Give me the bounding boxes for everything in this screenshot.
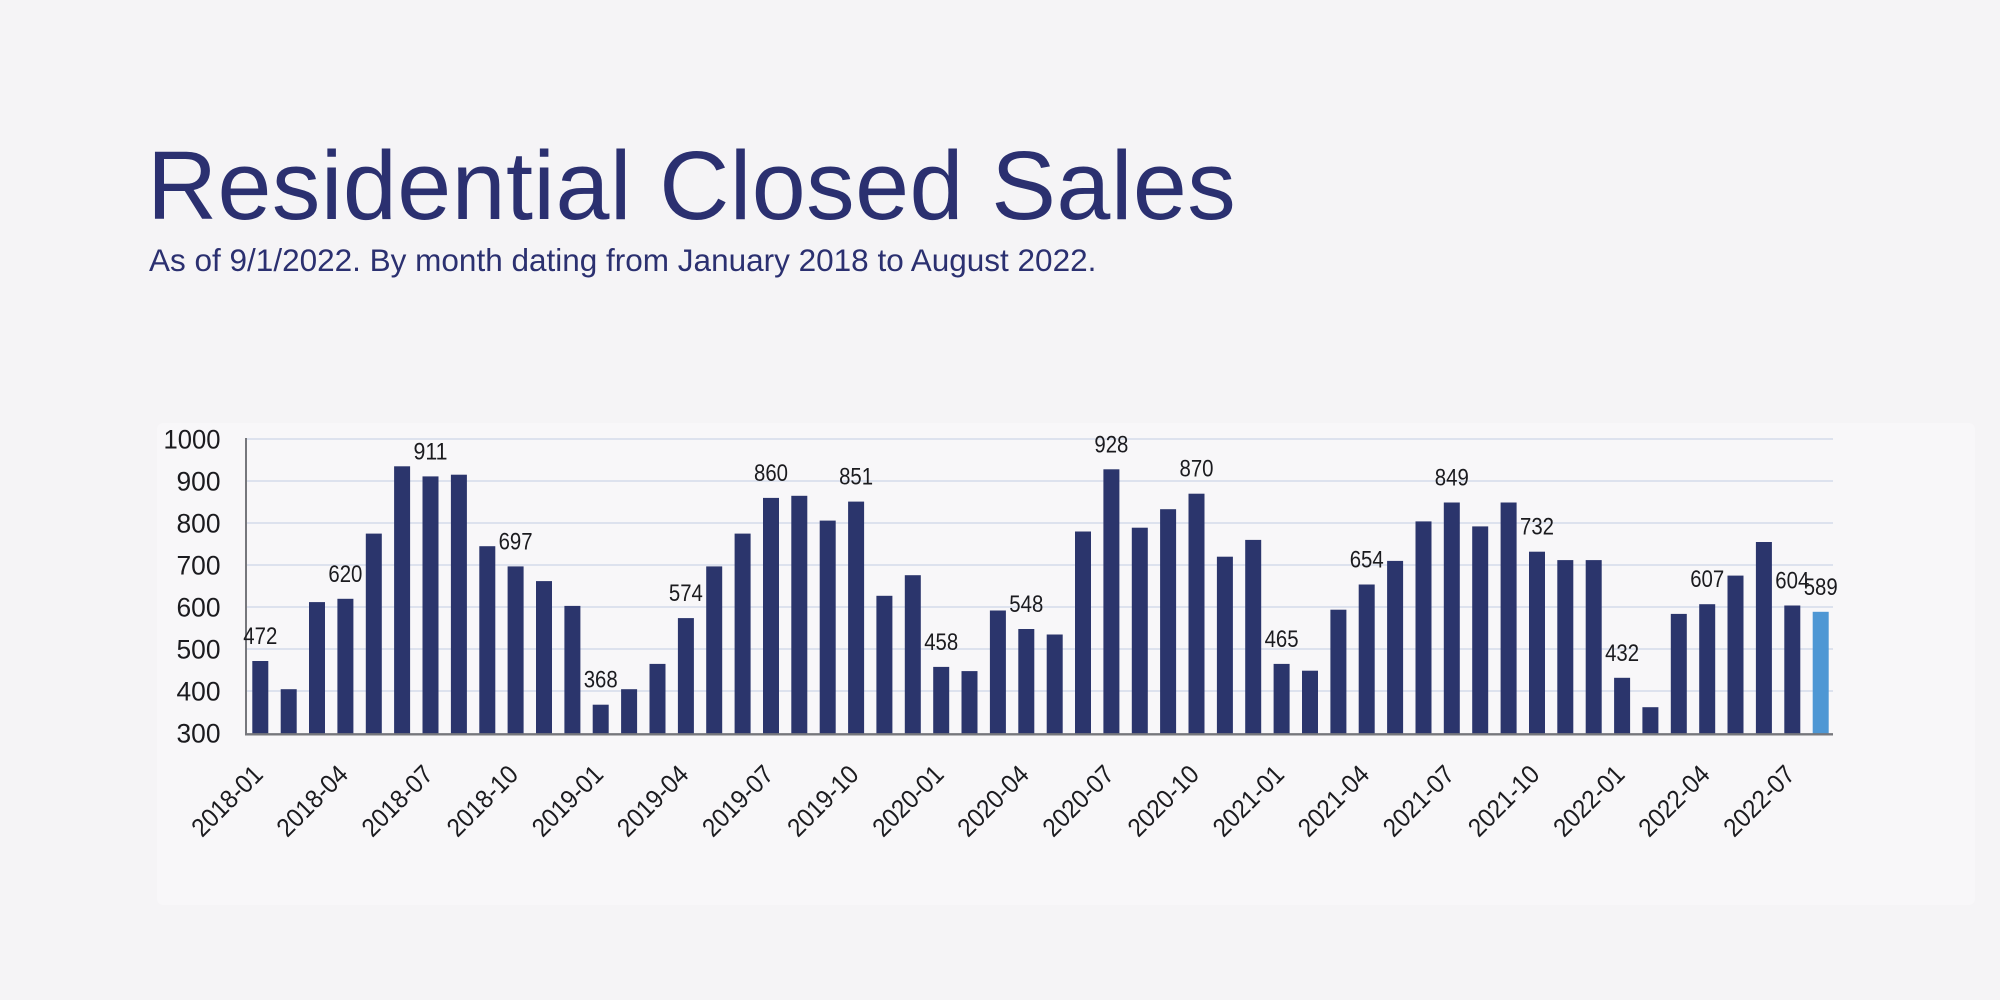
svg-text:928: 928 <box>1094 431 1128 458</box>
svg-text:911: 911 <box>414 438 448 465</box>
svg-text:870: 870 <box>1180 456 1214 483</box>
svg-text:604: 604 <box>1775 568 1809 595</box>
svg-text:458: 458 <box>924 629 958 656</box>
svg-text:465: 465 <box>1265 626 1299 653</box>
svg-text:620: 620 <box>328 561 362 588</box>
svg-text:600: 600 <box>177 593 221 623</box>
svg-text:732: 732 <box>1520 514 1554 541</box>
svg-text:900: 900 <box>177 467 221 497</box>
svg-text:800: 800 <box>177 509 221 539</box>
svg-text:472: 472 <box>243 623 277 650</box>
svg-text:368: 368 <box>584 667 618 694</box>
svg-text:860: 860 <box>754 460 788 487</box>
svg-text:300: 300 <box>177 719 221 749</box>
svg-text:654: 654 <box>1350 547 1384 574</box>
svg-text:849: 849 <box>1435 465 1469 492</box>
svg-text:432: 432 <box>1605 640 1639 667</box>
svg-text:1000: 1000 <box>164 425 221 455</box>
svg-text:700: 700 <box>177 551 221 581</box>
svg-text:574: 574 <box>669 580 703 607</box>
svg-text:589: 589 <box>1804 574 1838 601</box>
svg-text:500: 500 <box>177 635 221 665</box>
svg-text:851: 851 <box>839 464 873 491</box>
svg-text:400: 400 <box>177 677 221 707</box>
svg-text:697: 697 <box>499 528 533 555</box>
svg-text:548: 548 <box>1009 591 1043 618</box>
svg-text:607: 607 <box>1690 566 1724 593</box>
